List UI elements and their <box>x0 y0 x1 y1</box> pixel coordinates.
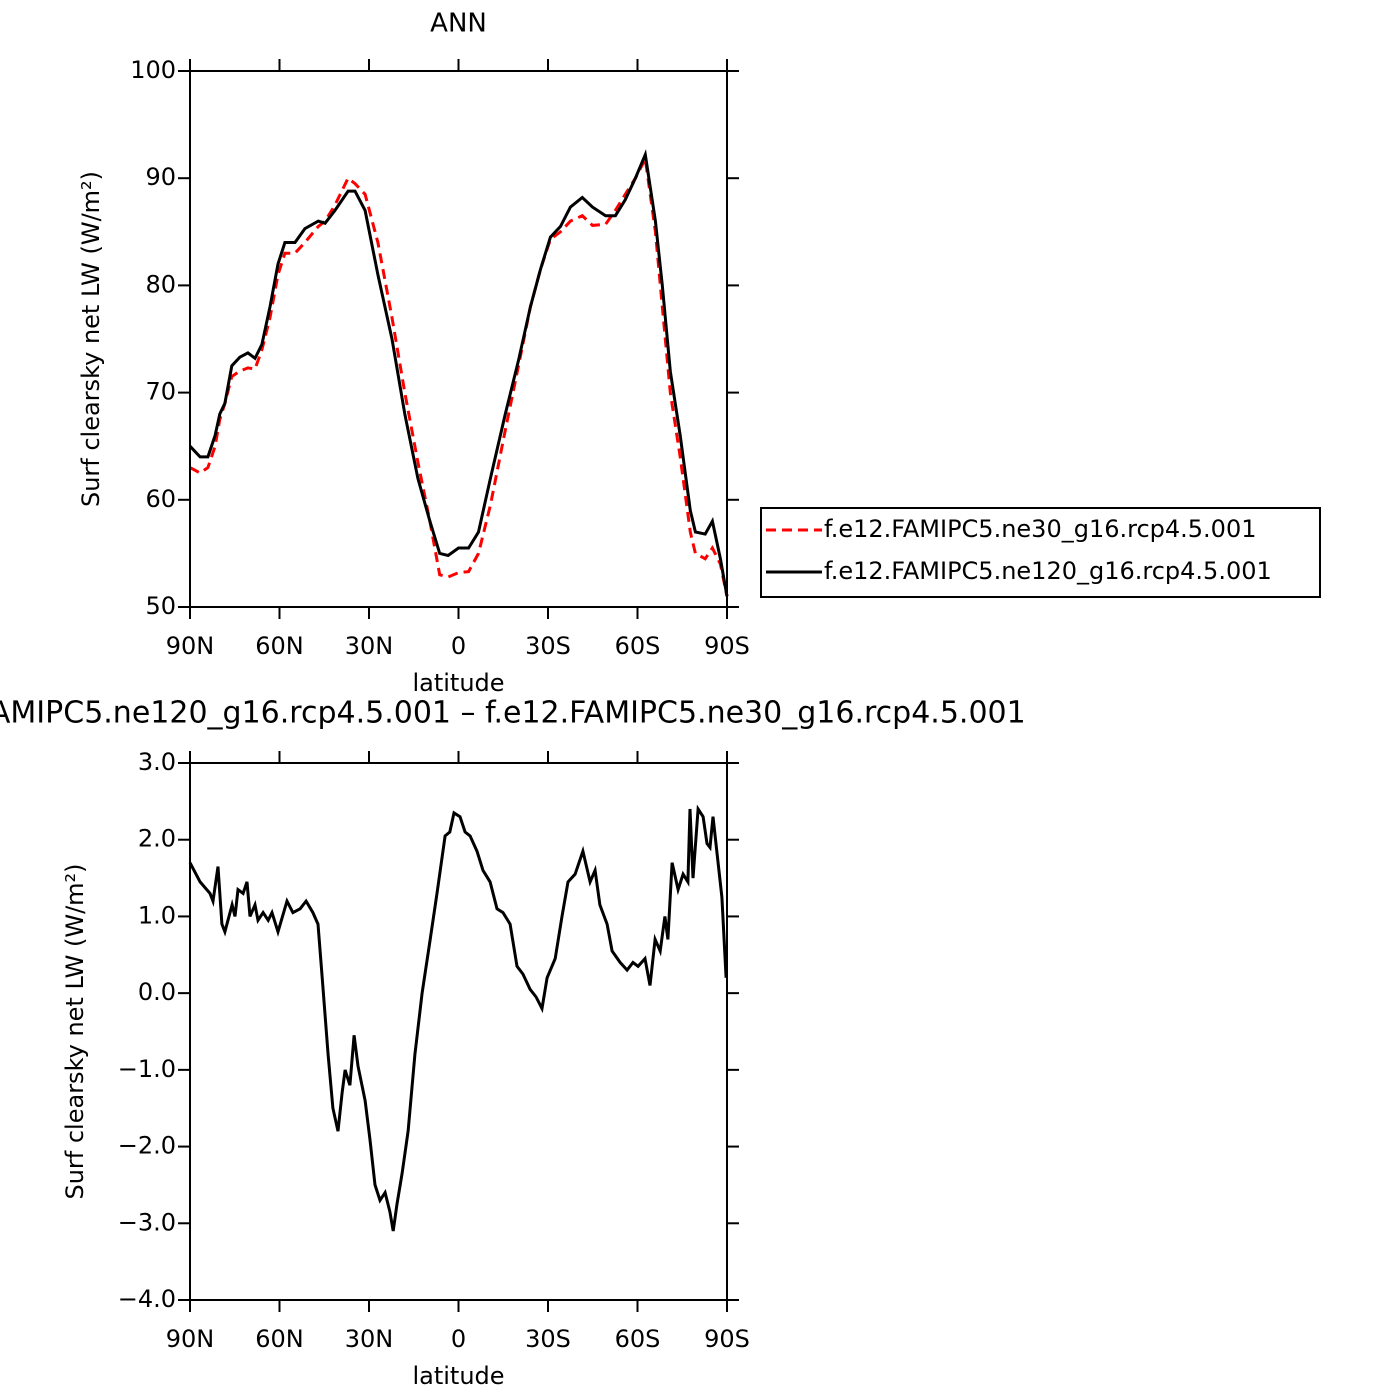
x-axis-label: latitude <box>412 1362 504 1390</box>
y-tick-label: 100 <box>130 56 176 84</box>
y-tick-label: 80 <box>145 270 176 298</box>
y-tick-label: 50 <box>145 592 176 620</box>
x-tick-label: 0 <box>451 1325 466 1353</box>
chart-title: f.e12.FAMIPC5.ne120_g16.rcp4.5.001 – f.e… <box>0 696 1026 731</box>
x-tick-label: 30S <box>525 1325 571 1353</box>
x-tick-label: 90N <box>166 632 215 660</box>
x-tick-label: 0 <box>451 632 466 660</box>
x-tick-label: 60N <box>255 1325 304 1353</box>
data-line <box>189 153 729 597</box>
chart-title: ANN <box>430 9 487 39</box>
legend-label: f.e12.FAMIPC5.ne30_g16.rcp4.5.001 <box>824 515 1257 543</box>
x-tick-label: 60S <box>615 1325 661 1353</box>
x-tick-label: 30N <box>345 1325 394 1353</box>
x-tick-label: 30S <box>525 632 571 660</box>
plot-frame <box>189 762 728 1301</box>
y-tick-label: 2.0 <box>138 825 176 853</box>
legend-label: f.e12.FAMIPC5.ne120_g16.rcp4.5.001 <box>824 557 1272 585</box>
y-tick-label: 70 <box>145 378 176 406</box>
y-axis-label: Surf clearsky net LW (W/m²) <box>61 863 89 1199</box>
y-axis-label: Surf clearsky net LW (W/m²) <box>77 171 105 507</box>
x-tick-label: 90S <box>704 1325 750 1353</box>
y-tick-label: 0.0 <box>138 978 176 1006</box>
y-tick-label: −3.0 <box>118 1208 176 1236</box>
x-tick-label: 60N <box>255 632 304 660</box>
x-tick-label: 60S <box>615 632 661 660</box>
x-tick-label: 90S <box>704 632 750 660</box>
x-tick-label: 30N <box>345 632 394 660</box>
plot-frame <box>189 70 728 608</box>
y-tick-label: −4.0 <box>118 1285 176 1313</box>
legend-box <box>760 507 1321 598</box>
y-tick-label: 90 <box>145 163 176 191</box>
y-tick-label: 1.0 <box>138 901 176 929</box>
x-tick-label: 90N <box>166 1325 215 1353</box>
y-tick-label: 3.0 <box>138 748 176 776</box>
y-tick-label: −2.0 <box>118 1132 176 1160</box>
data-line <box>188 804 728 1232</box>
y-tick-label: −1.0 <box>118 1055 176 1083</box>
x-axis-label: latitude <box>412 669 504 697</box>
data-line <box>188 149 729 597</box>
y-tick-label: 60 <box>145 485 176 513</box>
